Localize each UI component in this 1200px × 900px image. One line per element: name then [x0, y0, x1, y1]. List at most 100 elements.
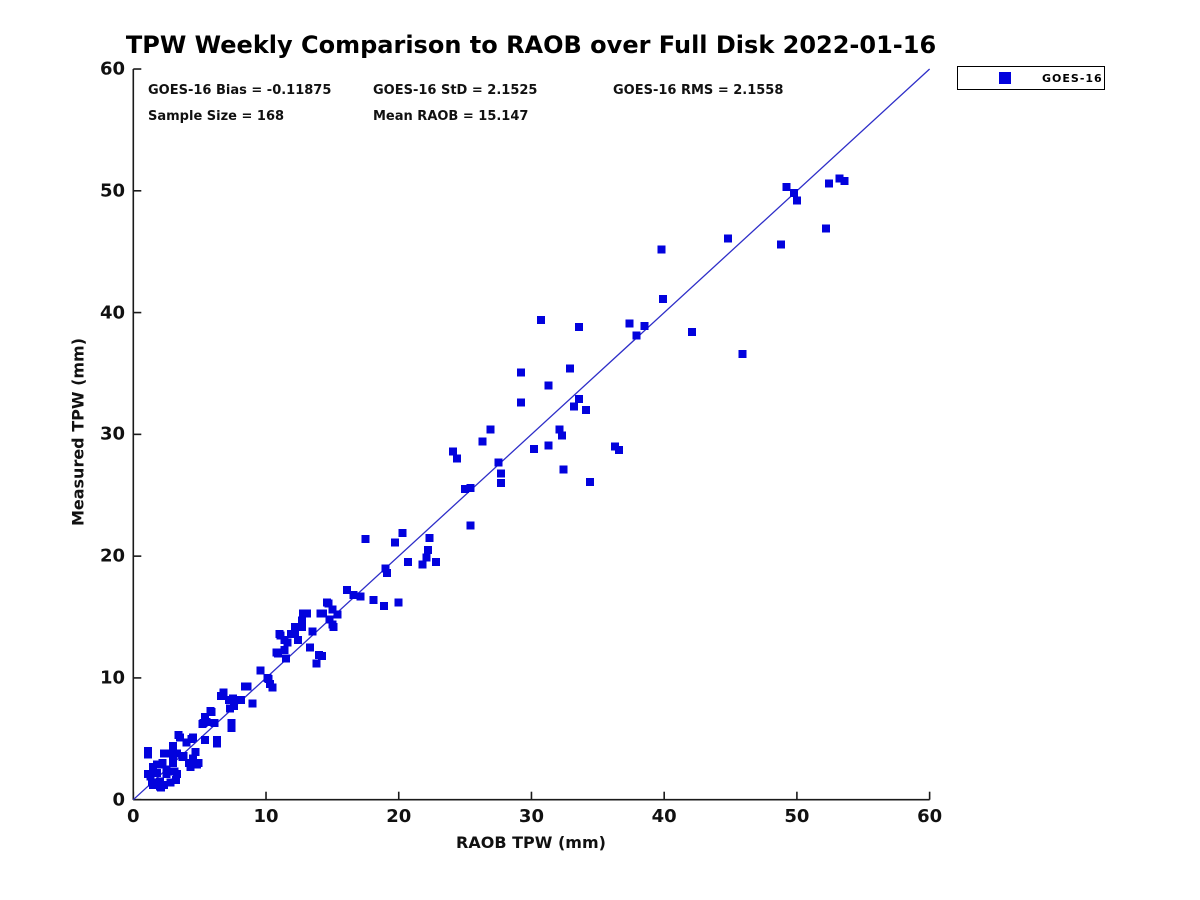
data-point	[291, 628, 300, 637]
data-point	[186, 762, 195, 771]
data-point	[281, 654, 290, 663]
data-point	[210, 718, 219, 727]
data-point	[248, 699, 257, 708]
scatter-points	[143, 174, 849, 792]
y-tick-label: 0	[112, 789, 125, 811]
data-point	[569, 402, 578, 411]
data-point	[194, 759, 203, 768]
y-tick-label: 10	[99, 667, 125, 689]
data-point	[369, 595, 378, 604]
data-point	[227, 723, 236, 732]
identity-line-segment	[132, 68, 931, 801]
data-point	[169, 742, 178, 751]
x-tick-label: 30	[518, 806, 544, 827]
legend-square-marker-icon	[999, 72, 1011, 84]
data-point	[291, 622, 300, 631]
data-point	[496, 479, 505, 488]
data-point	[478, 437, 487, 446]
data-point	[159, 749, 168, 758]
data-point	[381, 564, 390, 573]
data-point	[228, 694, 237, 703]
data-point	[544, 441, 553, 450]
data-point	[557, 431, 566, 440]
data-point	[382, 569, 391, 578]
data-point	[230, 701, 239, 710]
data-point	[191, 748, 200, 757]
data-point	[303, 609, 312, 618]
data-point	[824, 179, 833, 188]
data-point	[723, 234, 732, 243]
data-point	[380, 602, 389, 611]
data-point	[143, 746, 152, 755]
data-point	[319, 609, 328, 618]
data-point	[312, 659, 321, 668]
data-point	[333, 610, 342, 619]
legend-series-label: GOES-16	[1042, 71, 1103, 85]
data-point	[615, 446, 624, 455]
data-point	[398, 529, 407, 538]
data-point	[189, 754, 198, 763]
data-point	[516, 368, 525, 377]
data-point	[486, 425, 495, 434]
data-point	[585, 477, 594, 486]
data-point	[158, 759, 167, 768]
data-point	[297, 616, 306, 625]
stat-std: GOES-16 StD = 2.1525	[373, 83, 538, 98]
x-tick-label: 20	[386, 806, 412, 827]
data-point	[166, 778, 175, 787]
data-point	[162, 770, 171, 779]
data-point	[325, 615, 334, 624]
data-point	[792, 196, 801, 205]
data-point	[494, 458, 503, 467]
data-point	[496, 469, 505, 478]
stat-sample-size: Sample Size = 168	[148, 109, 285, 124]
y-tick-label: 20	[99, 545, 125, 567]
data-point	[431, 558, 440, 567]
x-tick-label: 60	[917, 806, 943, 827]
data-point	[243, 682, 252, 691]
data-point	[425, 533, 434, 542]
data-point	[207, 708, 216, 717]
data-point	[212, 736, 221, 745]
data-point	[324, 599, 333, 608]
legend: GOES-16	[957, 66, 1105, 90]
data-point	[200, 712, 209, 721]
x-tick-label: 50	[784, 806, 810, 827]
data-point	[342, 586, 351, 595]
x-tick-label: 0	[127, 806, 140, 827]
data-point	[466, 483, 475, 492]
data-point	[264, 675, 273, 684]
data-point	[658, 295, 667, 304]
data-point	[305, 643, 314, 652]
x-axis-label: RAOB TPW (mm)	[456, 833, 606, 852]
data-point	[575, 323, 584, 332]
data-point	[268, 683, 277, 692]
data-point	[835, 174, 844, 183]
x-tick-label: 10	[253, 806, 279, 827]
data-point	[256, 666, 265, 675]
data-point	[173, 749, 182, 758]
y-tick-label: 30	[99, 423, 125, 445]
data-point	[822, 224, 831, 233]
data-point	[149, 781, 158, 790]
y-tick-label: 60	[99, 58, 125, 80]
data-point	[544, 381, 553, 390]
data-point	[559, 465, 568, 474]
data-point	[640, 321, 649, 330]
data-point	[466, 521, 475, 530]
data-point	[782, 183, 791, 192]
y-tick-label: 50	[99, 180, 125, 202]
identity-line	[132, 68, 931, 801]
data-point	[200, 736, 209, 745]
data-point	[283, 638, 292, 647]
data-point	[632, 331, 641, 340]
data-point	[189, 733, 198, 742]
data-point	[565, 364, 574, 373]
data-point	[657, 245, 666, 254]
data-point	[422, 553, 431, 562]
data-point	[159, 781, 168, 790]
data-point	[516, 398, 525, 407]
data-point	[227, 718, 236, 727]
data-point	[219, 688, 228, 697]
data-point	[349, 591, 358, 600]
